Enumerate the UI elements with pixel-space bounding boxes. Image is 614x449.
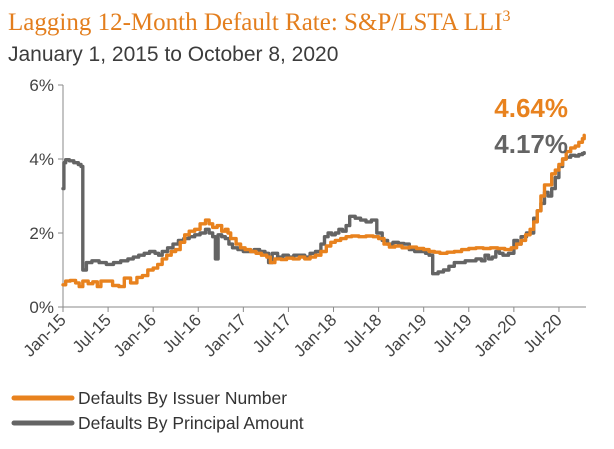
x-axis: Jan-15Jul-15Jan-16Jul-16Jan-17Jul-17Jan-… (20, 306, 586, 361)
y-tick-label: 4% (29, 150, 54, 169)
x-tick-label: Jul-20 (520, 310, 566, 356)
x-tick-label: Jul-19 (429, 310, 475, 356)
legend: Defaults By Issuer Number Defaults By Pri… (11, 388, 304, 433)
y-tick-label: 6% (29, 76, 54, 95)
x-tick-label: Jan-17 (200, 310, 250, 360)
end-labels: 4.64% 4.17% (494, 93, 568, 159)
x-tick-label: Jul-17 (249, 310, 295, 356)
title-superscript: 3 (502, 8, 510, 25)
y-tick-label: 2% (29, 224, 54, 243)
series-line-issuer-number (61, 133, 586, 289)
x-tick-label: Jan-16 (110, 310, 160, 360)
end-label-issuer-number: 4.64% (494, 93, 568, 123)
chart-title: Lagging 12-Month Default Rate: S&P/LSTA … (8, 8, 510, 36)
x-tick-label: Jul-16 (159, 310, 205, 356)
x-tick-label: Jan-19 (380, 310, 430, 360)
chart-subtitle: January 1, 2015 to October 8, 2020 (8, 43, 338, 66)
end-label-principal-amount: 4.17% (494, 129, 568, 159)
series-line-principal-amount (61, 151, 586, 276)
x-tick-label: Jan-20 (470, 310, 520, 360)
x-tick-label: Jan-15 (20, 310, 70, 360)
legend-label: Defaults By Issuer Number (78, 388, 287, 408)
x-tick-label: Jan-18 (290, 310, 340, 360)
x-tick-label: Jul-15 (69, 310, 115, 356)
legend-label: Defaults By Principal Amount (78, 413, 304, 433)
x-tick-label: Jul-18 (339, 310, 385, 356)
y-axis: 0% 2% 4% 6% (29, 76, 64, 317)
series-layer (61, 133, 586, 289)
y-tick-label: 0% (29, 298, 54, 317)
